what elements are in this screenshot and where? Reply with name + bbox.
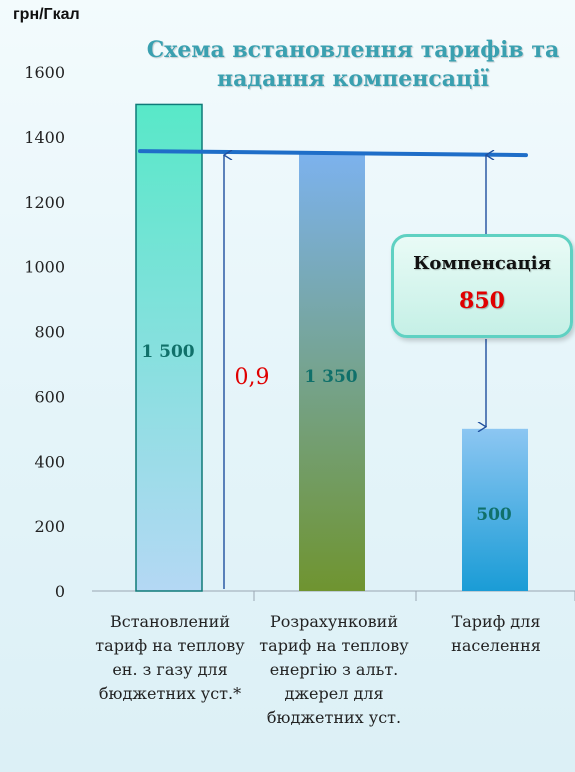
compensation-callout: Компенсація 850 bbox=[391, 234, 573, 338]
y-axis-ticks: 0 200 400 600 800 1000 1200 1400 1600 bbox=[24, 63, 65, 601]
bar-3 bbox=[462, 428, 528, 591]
y-tick-label: 1200 bbox=[24, 193, 65, 212]
y-tick-label: 800 bbox=[34, 323, 65, 342]
y-axis-unit-label: грн/Гкал bbox=[13, 6, 80, 23]
category-label-3: Тариф для населення bbox=[451, 612, 541, 655]
ratio-label: 0,9 bbox=[235, 365, 270, 390]
category-label-1: Встановлений тариф на теплову ен. з газу… bbox=[95, 612, 245, 703]
y-tick-label: 0 bbox=[55, 582, 65, 601]
y-tick-label: 200 bbox=[34, 517, 65, 536]
y-tick-label: 600 bbox=[34, 387, 65, 406]
data-label-3: 500 bbox=[476, 505, 512, 525]
compensation-value: 850 bbox=[459, 288, 505, 314]
bars bbox=[135, 103, 528, 592]
bar-1 bbox=[135, 103, 203, 592]
reference-line bbox=[138, 149, 528, 158]
data-label-2: 1 350 bbox=[304, 367, 357, 387]
annotations: 1 500 1 350 500 0,9 bbox=[138, 149, 528, 589]
y-tick-label: 1000 bbox=[24, 258, 65, 277]
y-tick-label: 1600 bbox=[24, 63, 65, 82]
chart-title-line-2: надання компенсації bbox=[217, 66, 489, 92]
y-tick-label: 400 bbox=[34, 452, 65, 471]
chart-title: Схема встановлення тарифів та надання ко… bbox=[118, 36, 575, 94]
data-label-1: 1 500 bbox=[141, 342, 194, 362]
category-label-2: Розрахунковий тариф на теплову енергію з… bbox=[259, 612, 409, 727]
y-tick-label: 1400 bbox=[24, 128, 65, 147]
x-axis-ticks bbox=[253, 591, 575, 601]
bar-2 bbox=[299, 153, 365, 591]
chart-title-line-1: Схема встановлення тарифів та bbox=[146, 37, 560, 63]
compensation-title: Компенсація bbox=[413, 253, 551, 274]
